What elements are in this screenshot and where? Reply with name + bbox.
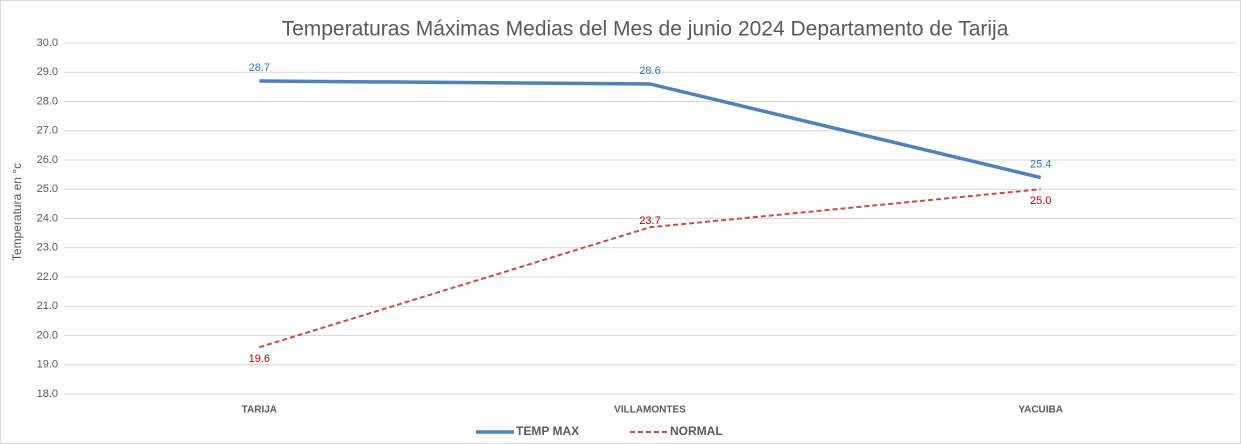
y-tick-label: 28.0 xyxy=(37,95,58,107)
y-tick-label: 29.0 xyxy=(37,66,58,78)
y-tick-label: 24.0 xyxy=(37,212,58,224)
line-series xyxy=(259,79,1042,180)
y-tick-label: 22.0 xyxy=(37,271,58,283)
y-tick-label: 27.0 xyxy=(37,125,58,137)
data-label: 25.4 xyxy=(1030,158,1051,170)
y-tick-label: 23.0 xyxy=(37,242,58,254)
y-tick-label: 21.0 xyxy=(37,300,58,312)
line-series xyxy=(259,188,1041,349)
legend-label: TEMP MAX xyxy=(516,424,579,438)
data-label: 28.6 xyxy=(639,65,660,77)
y-tick-label: 30.0 xyxy=(37,37,58,49)
x-tick-label: YACUIBA xyxy=(1018,405,1063,416)
data-label: 19.6 xyxy=(249,353,270,365)
y-tick-label: 20.0 xyxy=(37,329,58,341)
x-tick-label: TARIJA xyxy=(242,405,277,416)
data-label: 23.7 xyxy=(639,215,660,227)
y-tick-label: 26.0 xyxy=(37,154,58,166)
x-tick-label: VILLAMONTES xyxy=(614,405,686,416)
data-label: 28.7 xyxy=(249,62,270,74)
data-label: 25.0 xyxy=(1030,195,1051,207)
legend-label: NORMAL xyxy=(670,424,723,438)
y-tick-label: 18.0 xyxy=(37,388,58,400)
chart-title: Temperaturas Máximas Medias del Mes de j… xyxy=(282,18,1009,41)
y-tick-label: 25.0 xyxy=(37,183,58,195)
y-tick-label: 19.0 xyxy=(37,359,58,371)
y-axis-label: Temperatura en °c xyxy=(10,163,24,261)
